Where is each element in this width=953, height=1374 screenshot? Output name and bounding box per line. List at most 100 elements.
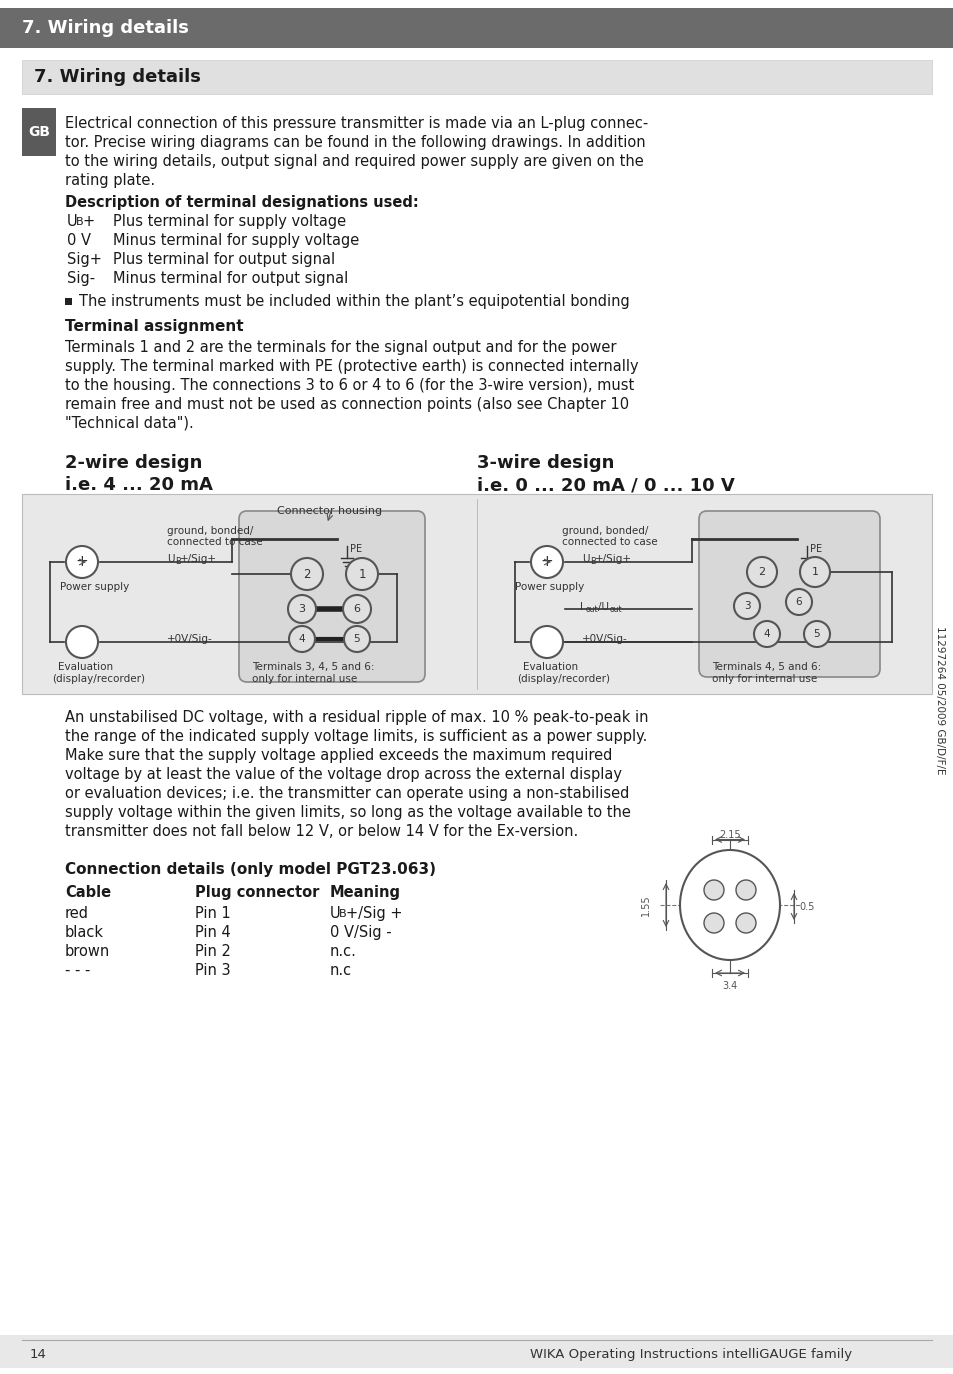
Text: voltage by at least the value of the voltage drop across the external display: voltage by at least the value of the vol… (65, 767, 621, 782)
Text: +0V/Sig-: +0V/Sig- (581, 633, 627, 644)
Text: only for internal use: only for internal use (711, 675, 817, 684)
Text: 2: 2 (742, 885, 748, 894)
Text: B: B (338, 910, 346, 919)
Text: The instruments must be included within the plant’s equipotential bonding: The instruments must be included within … (79, 294, 629, 309)
Text: remain free and must not be used as connection points (also see Chapter 10: remain free and must not be used as conn… (65, 397, 628, 412)
Text: 6: 6 (795, 596, 801, 607)
Text: (display/recorder): (display/recorder) (517, 675, 609, 684)
Text: "Technical data").: "Technical data"). (65, 416, 193, 431)
Bar (0, 1336, 953, 1369)
Circle shape (746, 556, 776, 587)
Text: (display/recorder): (display/recorder) (52, 675, 145, 684)
Text: +/Sig+: +/Sig+ (180, 554, 216, 563)
Text: +: + (83, 214, 95, 229)
Text: 6: 6 (354, 605, 360, 614)
Text: Pin 4: Pin 4 (194, 925, 231, 940)
Text: Terminals 1 and 2 are the terminals for the signal output and for the power: Terminals 1 and 2 are the terminals for … (65, 339, 616, 354)
Text: Cable: Cable (65, 885, 111, 900)
Text: 3: 3 (298, 605, 305, 614)
Text: GB: GB (28, 125, 50, 139)
Text: PE: PE (809, 544, 821, 554)
Text: Description of terminal designations used:: Description of terminal designations use… (65, 195, 418, 210)
Text: 2-wire design: 2-wire design (65, 453, 202, 473)
Text: 4: 4 (710, 885, 717, 894)
Text: 2: 2 (303, 567, 311, 580)
Text: Plug connector: Plug connector (194, 885, 319, 900)
Bar (22, 60, 931, 93)
Text: i.e. 4 ... 20 mA: i.e. 4 ... 20 mA (65, 475, 213, 495)
Text: n.c.: n.c. (330, 944, 356, 959)
Text: Terminals 4, 5 and 6:: Terminals 4, 5 and 6: (711, 662, 821, 672)
Text: 3-wire design: 3-wire design (476, 453, 614, 473)
Text: 1: 1 (811, 567, 818, 577)
Text: out: out (609, 605, 622, 614)
Text: or evaluation devices; i.e. the transmitter can operate using a non-stabilised: or evaluation devices; i.e. the transmit… (65, 786, 629, 801)
Text: B: B (76, 217, 84, 227)
Text: Power supply: Power supply (515, 583, 583, 592)
Text: out: out (585, 605, 598, 614)
Text: 14: 14 (30, 1348, 47, 1362)
Text: +: + (75, 555, 89, 569)
Text: Make sure that the supply voltage applied exceeds the maximum required: Make sure that the supply voltage applie… (65, 747, 612, 763)
Text: Terminals 3, 4, 5 and 6:: Terminals 3, 4, 5 and 6: (252, 662, 375, 672)
FancyBboxPatch shape (239, 511, 424, 682)
Bar (65, 298, 71, 305)
Text: only for internal use: only for internal use (252, 675, 356, 684)
Text: n.c: n.c (330, 963, 352, 978)
Bar (0, 8, 953, 48)
Circle shape (753, 621, 780, 647)
Text: - - -: - - - (65, 963, 91, 978)
Text: Connector housing: Connector housing (276, 506, 382, 517)
Ellipse shape (679, 851, 780, 960)
Circle shape (703, 879, 723, 900)
Text: Plus terminal for output signal: Plus terminal for output signal (112, 251, 335, 267)
Text: I: I (579, 602, 582, 611)
Text: 3.4: 3.4 (721, 981, 737, 991)
Text: connected to case: connected to case (167, 537, 262, 547)
Text: 3: 3 (743, 600, 749, 611)
Circle shape (785, 589, 811, 616)
Text: U: U (167, 554, 174, 563)
Text: +/Sig +: +/Sig + (346, 905, 402, 921)
Text: red: red (65, 905, 89, 921)
Text: supply voltage within the given limits, so long as the voltage available to the: supply voltage within the given limits, … (65, 805, 630, 820)
Circle shape (735, 879, 755, 900)
Text: Sig+: Sig+ (67, 251, 102, 267)
Text: 7. Wiring details: 7. Wiring details (22, 19, 189, 37)
Text: 0 V/Sig -: 0 V/Sig - (330, 925, 392, 940)
Text: /U: /U (598, 602, 608, 611)
Text: +: + (540, 555, 553, 569)
Circle shape (343, 595, 371, 622)
Text: rating plate.: rating plate. (65, 173, 155, 188)
Text: Minus terminal for supply voltage: Minus terminal for supply voltage (112, 234, 359, 247)
Circle shape (803, 621, 829, 647)
Text: 11297264 05/2009 GB/D/F/E: 11297264 05/2009 GB/D/F/E (934, 625, 944, 775)
Text: 4: 4 (763, 629, 769, 639)
Text: +0V/Sig-: +0V/Sig- (167, 633, 213, 644)
Text: 4: 4 (298, 633, 305, 644)
Circle shape (735, 912, 755, 933)
Circle shape (531, 627, 562, 658)
Text: transmitter does not fall below 12 V, or below 14 V for the Ex-version.: transmitter does not fall below 12 V, or… (65, 824, 578, 840)
Text: Plus terminal for supply voltage: Plus terminal for supply voltage (112, 214, 346, 229)
Text: U: U (581, 554, 589, 563)
Text: Sig-: Sig- (67, 271, 95, 286)
Text: black: black (65, 925, 104, 940)
Circle shape (733, 594, 760, 620)
Circle shape (291, 558, 323, 589)
Circle shape (344, 627, 370, 653)
Text: Pin 3: Pin 3 (194, 963, 231, 978)
FancyBboxPatch shape (699, 511, 879, 677)
Text: Electrical connection of this pressure transmitter is made via an L-plug connec-: Electrical connection of this pressure t… (65, 115, 648, 131)
Text: 5: 5 (813, 629, 820, 639)
Text: Evaluation: Evaluation (522, 662, 578, 672)
Text: 2: 2 (758, 567, 764, 577)
Circle shape (289, 627, 314, 653)
Text: Terminal assignment: Terminal assignment (65, 319, 243, 334)
Text: 1: 1 (742, 918, 748, 927)
Text: WIKA Operating Instructions intelliGAUGE family: WIKA Operating Instructions intelliGAUGE… (530, 1348, 851, 1362)
Text: An unstabilised DC voltage, with a residual ripple of max. 10 % peak-to-peak in: An unstabilised DC voltage, with a resid… (65, 710, 648, 725)
Bar (22, 109, 56, 157)
Text: +/Sig+: +/Sig+ (595, 554, 631, 563)
Circle shape (288, 595, 315, 622)
